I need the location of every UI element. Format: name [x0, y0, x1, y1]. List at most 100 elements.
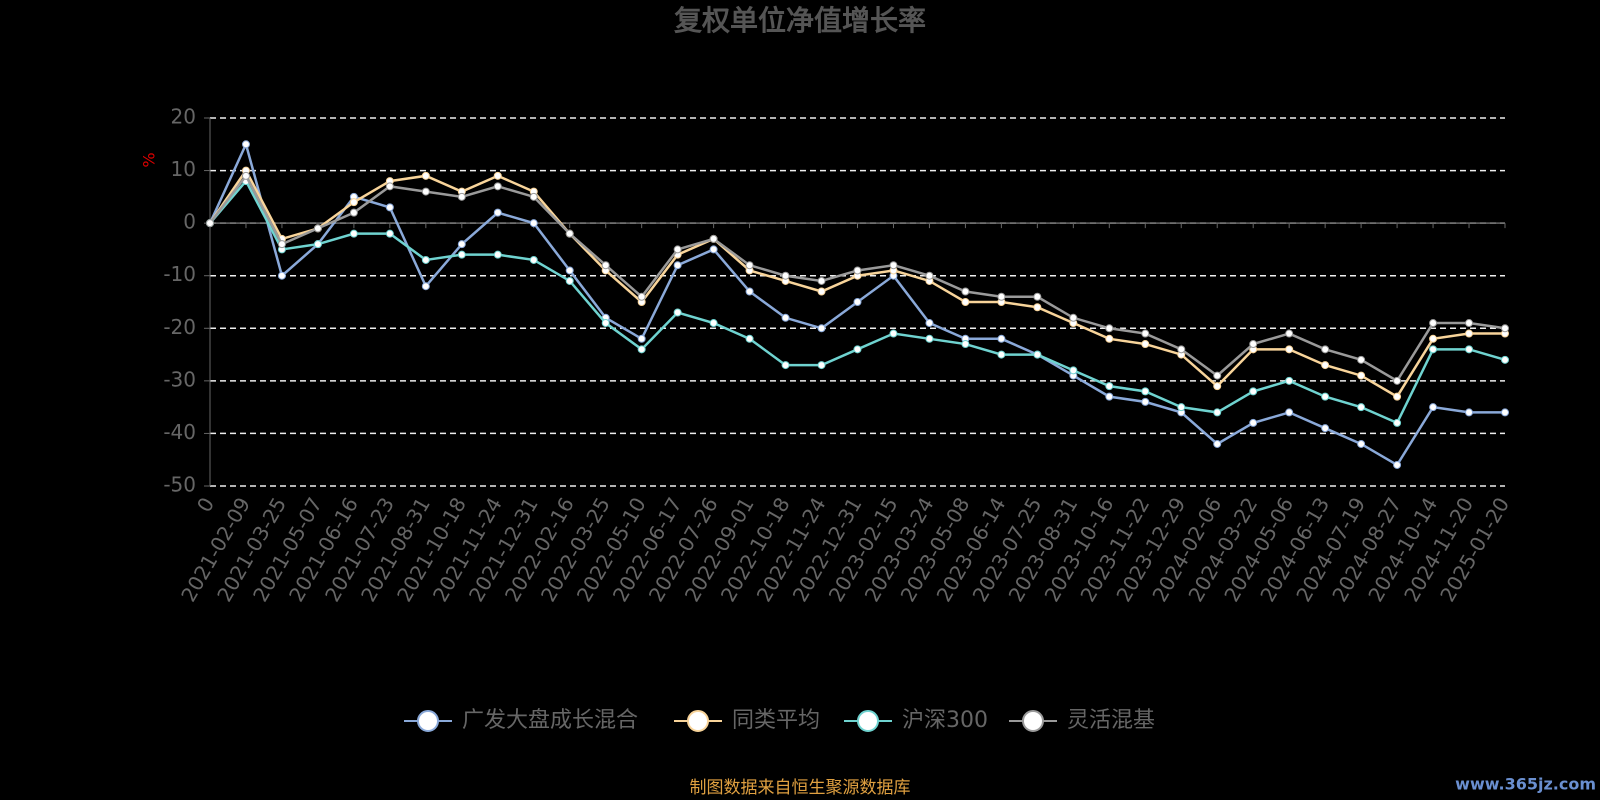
point-marker	[961, 340, 970, 349]
legend-marker	[857, 710, 879, 732]
point-marker	[1429, 403, 1438, 412]
point-marker	[1033, 303, 1042, 312]
point-marker	[1429, 345, 1438, 354]
point-marker	[1213, 439, 1222, 448]
point-marker	[745, 334, 754, 343]
point-marker	[565, 229, 574, 238]
point-marker	[529, 192, 538, 201]
point-marker	[1105, 334, 1114, 343]
point-marker	[1033, 350, 1042, 359]
y-tick-label: -30	[163, 367, 196, 391]
chart-title: 复权单位净值增长率	[674, 4, 926, 37]
point-marker	[349, 208, 358, 217]
point-marker	[349, 198, 358, 207]
point-marker	[817, 361, 826, 370]
point-marker	[206, 219, 214, 228]
point-marker	[853, 266, 862, 275]
point-marker	[1249, 340, 1258, 349]
point-marker	[1285, 376, 1294, 385]
point-marker	[1177, 345, 1186, 354]
point-marker	[421, 187, 430, 196]
point-marker	[1105, 392, 1114, 401]
point-marker	[1285, 345, 1294, 354]
point-marker	[385, 182, 394, 191]
legend-label: 灵活混基	[1067, 708, 1155, 733]
point-marker	[1285, 408, 1294, 417]
point-marker	[277, 271, 286, 280]
y-tick-label: 20	[171, 105, 196, 129]
point-marker	[1321, 361, 1330, 370]
y-tick-label: -50	[163, 473, 196, 497]
point-marker	[1429, 334, 1438, 343]
y-tick-label: 10	[171, 157, 196, 181]
point-marker	[529, 219, 538, 228]
point-marker	[1501, 355, 1509, 364]
point-marker	[313, 224, 322, 233]
point-marker	[241, 140, 250, 149]
source-note: 制图数据来自恒生聚源数据库	[690, 778, 911, 798]
point-marker	[1357, 371, 1366, 380]
point-marker	[889, 261, 898, 270]
point-marker	[1393, 376, 1402, 385]
point-marker	[637, 345, 646, 354]
point-marker	[961, 287, 970, 296]
point-marker	[997, 292, 1006, 301]
point-marker	[673, 308, 682, 317]
point-marker	[1033, 292, 1042, 301]
point-marker	[241, 171, 250, 180]
point-marker	[1465, 345, 1474, 354]
point-marker	[1393, 418, 1402, 427]
point-marker	[493, 171, 502, 180]
point-marker	[1141, 329, 1150, 338]
point-marker	[277, 240, 286, 249]
point-marker	[781, 313, 790, 322]
point-marker	[1321, 424, 1330, 433]
y-tick-label: -10	[163, 262, 196, 286]
point-marker	[853, 345, 862, 354]
point-marker	[853, 298, 862, 306]
point-marker	[1069, 366, 1078, 375]
point-marker	[1465, 319, 1474, 328]
watermark: www.365jz.com	[1455, 775, 1596, 794]
point-marker	[529, 255, 538, 264]
point-marker	[745, 287, 754, 296]
y-axis-label: %	[140, 152, 159, 167]
point-marker	[1213, 408, 1222, 417]
point-marker	[1141, 340, 1150, 349]
point-marker	[385, 229, 394, 238]
point-marker	[1249, 387, 1258, 396]
point-marker	[1141, 397, 1150, 406]
point-marker	[457, 240, 466, 249]
point-marker	[709, 234, 718, 243]
legend-marker	[1022, 710, 1044, 732]
point-marker	[1357, 355, 1366, 364]
point-marker	[601, 261, 610, 270]
point-marker	[1465, 408, 1474, 417]
point-marker	[385, 203, 394, 212]
point-marker	[457, 250, 466, 259]
point-marker	[421, 171, 430, 180]
point-marker	[781, 271, 790, 280]
point-marker	[637, 334, 646, 343]
point-marker	[745, 261, 754, 270]
point-marker	[925, 271, 934, 280]
point-marker	[817, 287, 826, 296]
point-marker	[313, 240, 322, 249]
legend-label: 广发大盘成长混合	[462, 708, 638, 733]
legend-marker	[417, 710, 439, 732]
y-tick-label: 0	[183, 210, 196, 234]
point-marker	[925, 319, 934, 328]
point-marker	[889, 329, 898, 338]
series-line	[208, 168, 1505, 399]
point-marker	[1249, 418, 1258, 427]
point-marker	[1393, 392, 1402, 401]
point-marker	[817, 276, 826, 285]
point-marker	[817, 324, 826, 333]
point-marker	[1357, 439, 1366, 448]
point-marker	[1069, 313, 1078, 322]
legend-label: 沪深300	[902, 708, 988, 733]
point-marker	[925, 334, 934, 343]
y-tick-label: -20	[163, 315, 196, 339]
point-marker	[1465, 329, 1474, 338]
